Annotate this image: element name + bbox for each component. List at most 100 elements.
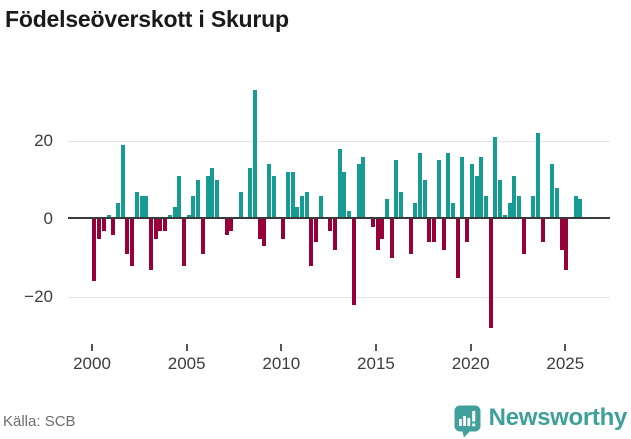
- bar: [408, 219, 413, 254]
- bar: [125, 219, 130, 254]
- bar: [295, 207, 300, 219]
- bar: [182, 219, 187, 266]
- x-axis-label: 2015: [357, 354, 395, 373]
- newsworthy-logo: Newsworthy: [454, 403, 628, 438]
- bar: [474, 176, 479, 219]
- x-axis-label: 2000: [73, 354, 111, 373]
- x-axis-label: 2005: [167, 354, 206, 373]
- bar: [370, 219, 375, 227]
- bar: [347, 211, 352, 219]
- bar: [172, 207, 177, 219]
- bar: [394, 160, 399, 219]
- bar: [342, 172, 347, 219]
- bar: [399, 192, 404, 219]
- bar: [578, 199, 583, 219]
- newsworthy-icon: [454, 405, 481, 438]
- bar: [356, 164, 361, 219]
- bar: [304, 192, 309, 219]
- bar: [191, 196, 196, 219]
- bar: [309, 219, 314, 266]
- bar: [177, 176, 182, 219]
- bar: [144, 196, 149, 219]
- bar: [517, 196, 522, 219]
- bar: [451, 203, 455, 219]
- bar: [333, 219, 338, 250]
- bar: [300, 196, 304, 219]
- bar: [257, 219, 262, 239]
- bar: [266, 164, 271, 219]
- x-axis-label: 2020: [451, 354, 490, 373]
- x-axis-tick: [185, 344, 188, 351]
- bar: [375, 219, 380, 250]
- bar: [484, 196, 489, 219]
- newsworthy-wordmark: Newsworthy: [488, 404, 628, 431]
- chart-title: Födelseöverskott i Skurup: [5, 6, 289, 32]
- x-axis-tick: [374, 344, 377, 351]
- bar: [115, 203, 120, 219]
- bar: [215, 180, 220, 219]
- bar: [139, 196, 144, 219]
- zero-axis-line: [68, 217, 610, 219]
- bar: [550, 164, 555, 219]
- bar: [460, 157, 465, 219]
- bar: [446, 153, 451, 219]
- bar: [252, 90, 257, 219]
- bar: [531, 196, 536, 219]
- bar: [318, 196, 323, 219]
- plot-area: [68, 85, 610, 340]
- bar: [130, 219, 135, 266]
- bar: [92, 219, 97, 281]
- bar: [210, 168, 215, 219]
- bar: [224, 219, 229, 235]
- bar: [328, 219, 333, 231]
- bar: [465, 219, 470, 242]
- bar: [507, 203, 512, 219]
- source-label: Källa: SCB: [3, 413, 76, 430]
- bar: [196, 180, 201, 219]
- bar: [493, 137, 498, 219]
- bar: [337, 149, 342, 219]
- x-axis-tick: [91, 344, 93, 351]
- bar: [573, 196, 578, 219]
- bar: [554, 188, 559, 219]
- bar: [163, 219, 168, 231]
- y-axis-label: −20: [24, 287, 53, 306]
- y-axis-label: 20: [34, 131, 53, 150]
- bar: [158, 219, 163, 231]
- bar: [469, 164, 474, 219]
- bar: [101, 219, 106, 231]
- x-axis-tick: [564, 344, 567, 351]
- gridline: [68, 141, 610, 142]
- bar: [389, 219, 394, 258]
- bar: [200, 219, 205, 254]
- bar: [248, 168, 253, 219]
- bar: [285, 172, 290, 219]
- bar: [205, 176, 210, 219]
- x-axis-label: 2025: [546, 354, 585, 373]
- gridline: [68, 297, 610, 298]
- bar: [111, 219, 116, 235]
- x-axis-tick: [280, 344, 283, 351]
- bar: [427, 219, 432, 242]
- bar: [149, 219, 154, 270]
- bar: [488, 219, 493, 328]
- bar: [498, 180, 503, 219]
- bar: [281, 219, 286, 239]
- bar: [564, 219, 569, 270]
- bar: [238, 192, 243, 219]
- bar: [441, 219, 446, 250]
- bar: [120, 145, 125, 219]
- bar: [229, 219, 234, 231]
- bar: [413, 203, 418, 219]
- bar: [314, 219, 319, 242]
- bar: [380, 219, 385, 239]
- bar: [134, 192, 139, 219]
- bar: [455, 219, 460, 278]
- bar: [417, 153, 422, 219]
- bar: [97, 219, 102, 239]
- x-axis-tick: [469, 344, 472, 351]
- bar: [540, 219, 545, 242]
- bar: [559, 219, 564, 250]
- bar: [361, 157, 366, 219]
